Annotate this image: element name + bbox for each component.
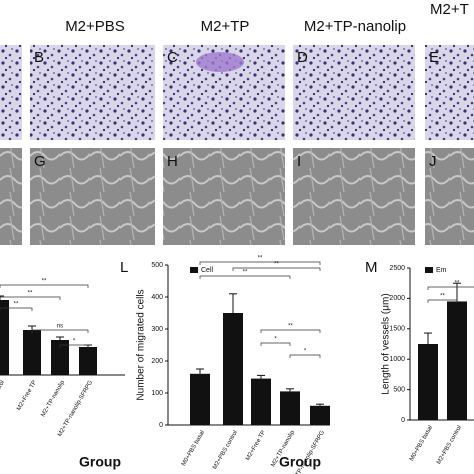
- significance-label: **: [42, 279, 47, 285]
- significance-bracket: [0, 284, 89, 288]
- panel-label: H: [167, 153, 178, 170]
- legend-swatch: [425, 267, 433, 273]
- y-tick-label: 400: [151, 294, 163, 301]
- x-tick-label: trol: [0, 380, 6, 390]
- x-tick-label: M0+PBS basal: [409, 425, 434, 463]
- legend-swatch: [190, 267, 198, 273]
- significance-bracket: [427, 286, 474, 290]
- significance-label: **: [455, 281, 460, 287]
- legend-label: Em: [436, 267, 447, 274]
- y-tick-label: 1000: [389, 356, 405, 363]
- significance-bracket: [59, 344, 89, 348]
- y-tick-label: 2000: [389, 295, 405, 302]
- x-tick-label: M0+PBS basal: [181, 430, 206, 468]
- significance-bracket: [31, 329, 89, 333]
- significance-label: *: [304, 349, 307, 355]
- x-axis-title: Group: [279, 454, 321, 470]
- panel-label: M: [365, 259, 378, 276]
- significance-bracket: [0, 296, 61, 300]
- significance-label: *: [73, 339, 76, 345]
- significance-bracket: [232, 267, 321, 271]
- column-header: M2+TP: [201, 18, 250, 35]
- bar: [190, 373, 210, 425]
- y-tick-label: 100: [151, 390, 163, 397]
- bar: [251, 378, 271, 425]
- micrographs: [0, 45, 474, 245]
- panel-label: I: [297, 153, 301, 170]
- panel-label: E: [429, 49, 439, 66]
- significance-label: **: [243, 270, 248, 276]
- column-header: M2+T: [430, 1, 469, 18]
- bar: [51, 340, 69, 375]
- bar: [418, 344, 438, 420]
- significance-bracket: [427, 299, 458, 303]
- column-header: M2+TP-nanolip: [304, 18, 406, 35]
- y-tick-label: 500: [151, 262, 163, 269]
- x-tick-label: M2+PBS control: [436, 425, 463, 466]
- panel-label: D: [297, 49, 308, 66]
- bar: [280, 391, 300, 425]
- significance-label: **: [258, 256, 263, 262]
- bar: [79, 347, 97, 375]
- y-tick-label: 500: [393, 386, 405, 393]
- x-axis-title: Group: [79, 454, 121, 470]
- significance-bracket: [199, 275, 291, 279]
- bar: [310, 405, 330, 425]
- panel-label: G: [34, 153, 46, 170]
- significance-bracket: [289, 354, 321, 358]
- x-tick-label: M2+Free TP: [16, 380, 38, 412]
- significance-label: **: [28, 291, 33, 297]
- y-tick-label: 1500: [389, 326, 405, 333]
- bar: [223, 313, 243, 425]
- significance-label: **: [288, 324, 293, 330]
- x-tick-label: M2+Free TP: [245, 430, 267, 462]
- bar: [23, 330, 41, 375]
- significance-bracket: [0, 307, 33, 311]
- significance-label: **: [440, 294, 445, 300]
- y-tick-label: 200: [151, 358, 163, 365]
- significance-bracket: [199, 261, 321, 265]
- legend-label: Cell: [201, 267, 214, 274]
- y-axis-title: Length of vessels (μm): [381, 293, 392, 394]
- significance-bracket: [260, 342, 291, 346]
- column-header: M2+PBS: [65, 18, 125, 35]
- x-tick-label: M2+PBS control: [212, 430, 239, 471]
- bar: [447, 301, 467, 420]
- y-tick-label: 0: [401, 417, 405, 424]
- panel-label: C: [167, 49, 178, 66]
- panel-label: B: [34, 49, 44, 66]
- significance-bracket: [260, 329, 321, 333]
- panel-label: L: [120, 259, 128, 276]
- significance-label: **: [274, 262, 279, 268]
- y-axis-title: Number of migrated cells: [136, 289, 147, 400]
- y-tick-label: 300: [151, 326, 163, 333]
- bar: [0, 300, 9, 375]
- panel-label: J: [429, 153, 437, 170]
- significance-label: **: [14, 302, 19, 308]
- y-tick-label: 0: [159, 422, 163, 429]
- x-tick-label: M2+TP-nanolip: [40, 379, 66, 418]
- significance-label: *: [274, 337, 277, 343]
- significance-label: ns: [57, 324, 63, 330]
- y-tick-label: 2500: [389, 265, 405, 272]
